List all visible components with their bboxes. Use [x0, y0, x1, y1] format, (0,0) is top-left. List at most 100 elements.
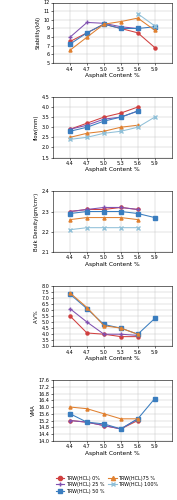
TRW(HCL) 50 %: [120, 208, 122, 214]
TRW(HCL) 0%: [69, 38, 71, 44]
Y-axis label: flow(mm): flow(mm): [34, 114, 39, 140]
Line: TRW(HCL) 100%: TRW(HCL) 100%: [68, 116, 156, 141]
TRW(HCL) 100%: [103, 130, 105, 136]
TRW(HCL) 50 %: [103, 118, 105, 124]
TRW(HCL) 0%: [69, 313, 71, 319]
TRW(HCL) 0%: [103, 206, 105, 212]
X-axis label: Asphalt Content %: Asphalt Content %: [85, 168, 140, 172]
TRW(HCL) 50 %: [103, 421, 105, 427]
Line: TRW(HCL) 25 %: TRW(HCL) 25 %: [68, 110, 139, 131]
TRW(HCL) 25 %: [69, 126, 71, 132]
TRW(HCL) 100%: [69, 226, 71, 232]
TRW(HCL) 0%: [154, 44, 156, 51]
TRW(HCL) 25 %: [137, 26, 139, 32]
TRW(HCL) 25 %: [86, 419, 88, 425]
Line: TRW(HCL) 25 %: TRW(HCL) 25 %: [68, 418, 139, 430]
Line: TRW(HCL) 100%: TRW(HCL) 100%: [68, 226, 139, 231]
Line: TRW(HCL) 50 %: TRW(HCL) 50 %: [68, 292, 156, 336]
TRW(HCL)75 %: [137, 331, 139, 337]
Line: TRW(HCL) 0%: TRW(HCL) 0%: [68, 106, 139, 131]
TRW(HCL)75 %: [103, 411, 105, 417]
TRW(HCL)75 %: [86, 130, 88, 136]
TRW(HCL) 0%: [86, 419, 88, 425]
TRW(HCL) 0%: [137, 418, 139, 424]
TRW(HCL) 25 %: [137, 206, 139, 212]
Line: TRW(HCL) 25 %: TRW(HCL) 25 %: [68, 206, 139, 213]
TRW(HCL)75 %: [69, 47, 71, 53]
TRW(HCL) 0%: [69, 208, 71, 214]
Line: TRW(HCL)75 %: TRW(HCL)75 %: [68, 124, 139, 139]
TRW(HCL) 50 %: [120, 325, 122, 331]
TRW(HCL) 100%: [137, 224, 139, 230]
Line: TRW(HCL)75 %: TRW(HCL)75 %: [68, 292, 139, 336]
TRW(HCL)75 %: [120, 18, 122, 24]
TRW(HCL)75 %: [103, 322, 105, 328]
TRW(HCL) 50 %: [69, 291, 71, 297]
TRW(HCL) 25 %: [120, 331, 122, 337]
Line: TRW(HCL)75 %: TRW(HCL)75 %: [68, 406, 139, 420]
TRW(HCL) 0%: [137, 30, 139, 36]
TRW(HCL) 0%: [103, 331, 105, 337]
Line: TRW(HCL) 50 %: TRW(HCL) 50 %: [68, 22, 156, 46]
TRW(HCL)75 %: [137, 416, 139, 422]
TRW(HCL) 25 %: [69, 34, 71, 40]
TRW(HCL) 100%: [69, 136, 71, 142]
TRW(HCL) 50 %: [137, 416, 139, 422]
Line: TRW(HCL) 0%: TRW(HCL) 0%: [68, 22, 156, 49]
TRW(HCL) 50 %: [120, 426, 122, 432]
TRW(HCL) 100%: [154, 114, 156, 120]
TRW(HCL) 100%: [137, 124, 139, 130]
TRW(HCL) 25 %: [103, 116, 105, 122]
X-axis label: Asphalt Content %: Asphalt Content %: [85, 262, 140, 267]
TRW(HCL) 50 %: [86, 306, 88, 312]
TRW(HCL) 100%: [120, 128, 122, 134]
TRW(HCL) 100%: [137, 11, 139, 17]
TRW(HCL)75 %: [86, 304, 88, 310]
TRW(HCL)75 %: [137, 122, 139, 128]
TRW(HCL)75 %: [69, 134, 71, 140]
TRW(HCL) 0%: [137, 104, 139, 110]
TRW(HCL)75 %: [137, 216, 139, 222]
TRW(HCL) 50 %: [86, 30, 88, 36]
TRW(HCL)75 %: [103, 21, 105, 27]
Line: TRW(HCL) 100%: TRW(HCL) 100%: [136, 12, 156, 28]
TRW(HCL) 0%: [103, 422, 105, 428]
TRW(HCL) 25 %: [103, 331, 105, 337]
Y-axis label: VMA: VMA: [31, 404, 36, 416]
Y-axis label: Bulk Density(gm/cm³): Bulk Density(gm/cm³): [34, 192, 39, 250]
Y-axis label: Stability(kN): Stability(kN): [36, 16, 41, 50]
TRW(HCL) 25 %: [86, 206, 88, 212]
X-axis label: Asphalt Content %: Asphalt Content %: [85, 73, 140, 78]
TRW(HCL) 100%: [103, 224, 105, 230]
TRW(HCL) 25 %: [69, 208, 71, 214]
TRW(HCL) 25 %: [120, 114, 122, 120]
TRW(HCL) 0%: [103, 21, 105, 27]
TRW(HCL) 25 %: [120, 426, 122, 432]
TRW(HCL) 25 %: [137, 108, 139, 114]
TRW(HCL) 50 %: [103, 21, 105, 27]
TRW(HCL) 100%: [86, 134, 88, 140]
TRW(HCL) 25 %: [86, 20, 88, 26]
TRW(HCL)75 %: [69, 216, 71, 222]
TRW(HCL)75 %: [86, 406, 88, 411]
TRW(HCL) 0%: [120, 334, 122, 340]
TRW(HCL) 25 %: [86, 319, 88, 325]
Line: TRW(HCL) 50 %: TRW(HCL) 50 %: [68, 210, 156, 219]
TRW(HCL) 50 %: [69, 128, 71, 134]
TRW(HCL) 0%: [86, 30, 88, 36]
TRW(HCL) 100%: [86, 224, 88, 230]
TRW(HCL) 50 %: [120, 114, 122, 120]
TRW(HCL) 50 %: [137, 108, 139, 114]
TRW(HCL) 50 %: [69, 41, 71, 47]
TRW(HCL) 0%: [69, 418, 71, 424]
TRW(HCL)75 %: [154, 27, 156, 33]
TRW(HCL)75 %: [120, 214, 122, 220]
TRW(HCL) 25 %: [137, 332, 139, 338]
TRW(HCL) 0%: [103, 114, 105, 120]
X-axis label: Asphalt Content %: Asphalt Content %: [85, 356, 140, 361]
TRW(HCL) 0%: [86, 120, 88, 126]
Line: TRW(HCL) 25 %: TRW(HCL) 25 %: [68, 307, 139, 337]
TRW(HCL) 25 %: [120, 204, 122, 210]
TRW(HCL) 0%: [86, 330, 88, 336]
TRW(HCL) 100%: [120, 224, 122, 230]
